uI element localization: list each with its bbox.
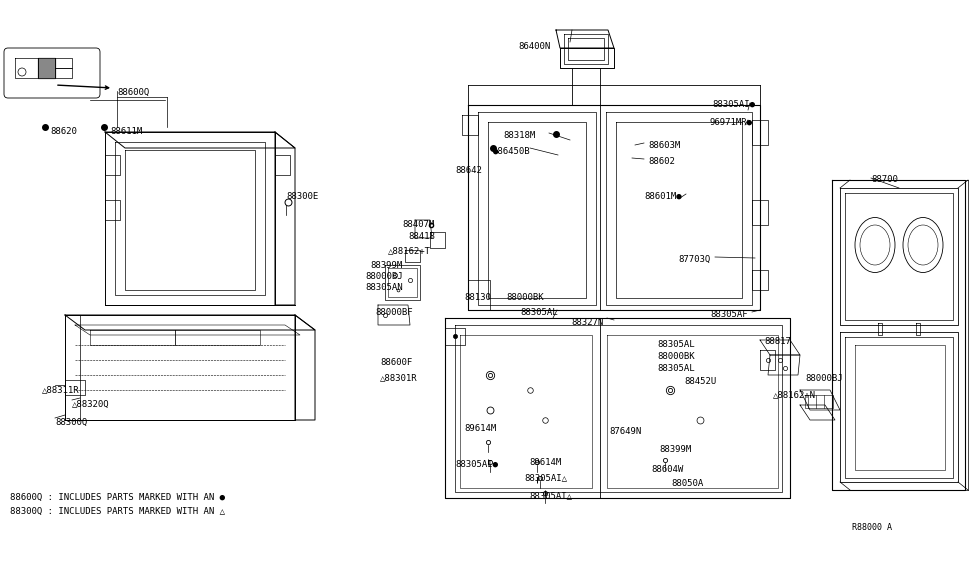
- Text: △88320Q: △88320Q: [72, 400, 109, 409]
- Text: 88305AL: 88305AL: [657, 364, 694, 373]
- Text: 88642: 88642: [455, 166, 482, 175]
- Text: 88327N: 88327N: [571, 318, 604, 327]
- Text: 88000BK: 88000BK: [506, 293, 544, 302]
- Text: R88000 A: R88000 A: [852, 523, 892, 532]
- Text: 88300Q: 88300Q: [55, 418, 87, 427]
- Text: 88601M●: 88601M●: [644, 192, 682, 201]
- Text: 88300Q : INCLUDES PARTS MARKED WITH AN △: 88300Q : INCLUDES PARTS MARKED WITH AN △: [10, 507, 225, 516]
- Text: 88000BJ: 88000BJ: [805, 374, 842, 383]
- Text: 89614M: 89614M: [529, 458, 562, 467]
- Text: 88305AI●: 88305AI●: [712, 100, 755, 109]
- Text: 88611M: 88611M: [110, 127, 142, 136]
- Text: △88162+T: △88162+T: [388, 246, 431, 255]
- Text: 88600F: 88600F: [380, 358, 412, 367]
- Text: 88130: 88130: [464, 293, 490, 302]
- Text: 88399M: 88399M: [659, 445, 691, 454]
- Text: 88452U: 88452U: [684, 377, 717, 386]
- Text: 89614M: 89614M: [464, 424, 496, 433]
- Text: 88600Q : INCLUDES PARTS MARKED WITH AN ●: 88600Q : INCLUDES PARTS MARKED WITH AN ●: [10, 493, 225, 502]
- Text: ●86450B: ●86450B: [493, 147, 530, 156]
- Text: 88305AN: 88305AN: [365, 283, 403, 292]
- Text: 88305AI△: 88305AI△: [529, 491, 572, 500]
- Text: 88602: 88602: [648, 157, 675, 166]
- Text: 88000BK: 88000BK: [657, 352, 694, 361]
- Text: 86400N: 86400N: [518, 42, 550, 51]
- Text: 88305AI●: 88305AI●: [455, 460, 498, 469]
- Text: 88050A: 88050A: [671, 479, 703, 488]
- Text: 88305AL: 88305AL: [520, 308, 558, 317]
- Text: 87649N: 87649N: [609, 427, 642, 436]
- Text: 88305AI△: 88305AI△: [524, 473, 567, 482]
- Text: 88604W: 88604W: [651, 465, 683, 474]
- Polygon shape: [38, 58, 55, 78]
- Text: △88301R: △88301R: [380, 373, 417, 382]
- Text: 88620: 88620: [50, 127, 77, 136]
- Text: 88399M: 88399M: [370, 261, 403, 270]
- Text: 88603M: 88603M: [648, 141, 681, 150]
- Text: △88162+N: △88162+N: [773, 390, 816, 399]
- Text: 88407M: 88407M: [402, 220, 434, 229]
- Text: 88305AF: 88305AF: [710, 310, 748, 319]
- Text: 88600Q: 88600Q: [117, 88, 149, 97]
- Text: 88000BJ: 88000BJ: [365, 272, 403, 281]
- Text: 87703Q: 87703Q: [678, 255, 710, 264]
- Text: 88418: 88418: [408, 232, 435, 241]
- Text: 88318M: 88318M: [503, 131, 535, 140]
- Text: 88300E: 88300E: [286, 192, 318, 201]
- Text: 88000BF: 88000BF: [375, 308, 412, 317]
- Text: △88311R: △88311R: [42, 385, 80, 394]
- Text: 88305AL: 88305AL: [657, 340, 694, 349]
- Text: 96971MR●: 96971MR●: [710, 118, 753, 127]
- Text: 88817: 88817: [764, 337, 791, 346]
- Text: 88700: 88700: [871, 175, 898, 184]
